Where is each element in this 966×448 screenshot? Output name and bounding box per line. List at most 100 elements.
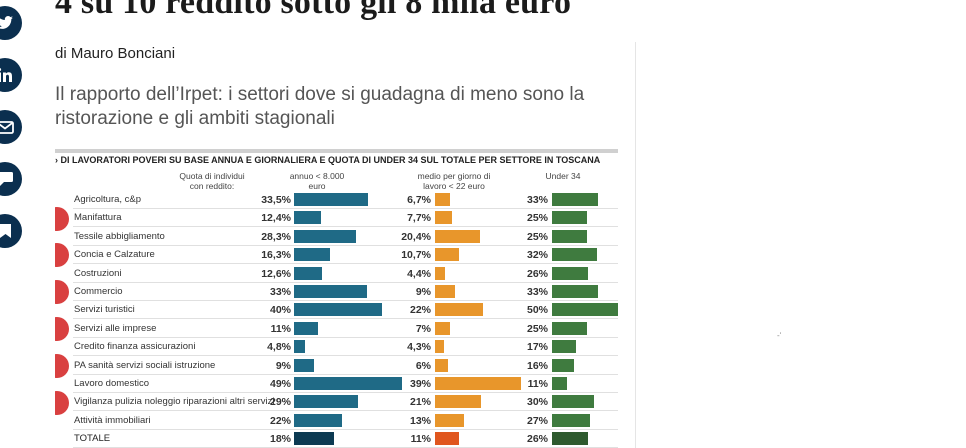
- under34-value-label: 25%: [526, 212, 548, 225]
- row-separator: [73, 226, 618, 228]
- daily-bar: [435, 340, 445, 354]
- under34-value-label: 26%: [526, 433, 548, 446]
- sector-icon-manifattura: [55, 207, 69, 231]
- table-total-row: TOTALE 18% 11% 26%: [55, 430, 618, 448]
- daily-value-label: 11%: [410, 433, 431, 446]
- twitter-share-button[interactable]: [0, 6, 22, 40]
- bookmark-icon: [0, 224, 11, 238]
- article-author[interactable]: di Mauro Bonciani: [55, 45, 176, 62]
- daily-value-label: 10,7%: [401, 249, 431, 262]
- under34-bar: [552, 285, 599, 298]
- daily-bar: [435, 377, 521, 390]
- article-subtitle: Il rapporto dell’Irpet: i settori dove s…: [55, 84, 585, 129]
- under34-bar: [552, 395, 594, 409]
- table-row: Agricoltura, c&p 33,5% 6,7% 33%: [55, 191, 618, 209]
- daily-bar: [435, 321, 451, 335]
- annual-bar: [294, 358, 314, 372]
- row-separator: [73, 300, 618, 301]
- daily-value-label: 4,4%: [407, 267, 431, 280]
- sector-label: Manifattura: [74, 212, 122, 224]
- sector-icon-pa-sanita: [55, 354, 69, 378]
- daily-value-label: 21%: [409, 396, 431, 409]
- daily-bar: [435, 211, 452, 225]
- daily-bar: [435, 266, 445, 280]
- annual-value-label: 49%: [269, 378, 291, 390]
- table-row: Lavoro domestico 49% 39% 11%: [55, 375, 618, 393]
- header-under34: Under 34: [545, 171, 581, 181]
- table-row: Servizi turistici 40% 22% 50%: [55, 301, 618, 320]
- sector-label: TOTALE: [74, 433, 111, 445]
- infographic-title: › DI LAVORATORI POVERI SU BASE ANNUA E G…: [55, 155, 601, 165]
- under34-bar: [552, 266, 589, 280]
- daily-value-label: 4,3%: [407, 341, 431, 354]
- under34-value-label: 33%: [526, 194, 548, 206]
- daily-value-label: 20,4%: [401, 230, 431, 243]
- annual-bar: [294, 432, 334, 446]
- sector-label: Attività immobiliari: [74, 414, 151, 426]
- under34-value-label: 11%: [527, 378, 548, 390]
- daily-value-label: 9%: [415, 286, 431, 298]
- sector-label: Servizi turistici: [74, 304, 135, 316]
- under34-value-label: 30%: [526, 396, 548, 409]
- annual-value-label: 4,8%: [267, 341, 291, 354]
- sector-icon-concia: [55, 243, 69, 267]
- annual-bar: [294, 340, 305, 354]
- table-row: Attività immobiliari 22% 13% 27%: [55, 412, 618, 430]
- sector-icon-vigilanza: [55, 391, 69, 415]
- comment-share-button[interactable]: [0, 162, 22, 196]
- daily-value-label: 7,7%: [407, 212, 431, 225]
- annual-value-label: 9%: [275, 359, 291, 372]
- row-separator: [73, 263, 618, 265]
- under34-bar: [552, 229, 587, 243]
- daily-bar: [435, 285, 455, 298]
- daily-value-label: 6%: [415, 359, 431, 372]
- under34-bar: [552, 432, 589, 446]
- daily-value-label: 6,7%: [407, 194, 431, 206]
- annual-value-label: 18%: [269, 433, 291, 446]
- daily-bar: [435, 193, 450, 206]
- linkedin-share-button[interactable]: [0, 58, 22, 92]
- table-row: PA sanità servizi sociali istruzione 9% 6%…: [55, 357, 618, 375]
- daily-bar: [435, 395, 482, 409]
- table-row: Commercio 33% 9% 33%: [55, 283, 618, 301]
- header-annual: annuo < 8.000 euro: [289, 171, 345, 191]
- annual-value-label: 16,3%: [261, 249, 291, 262]
- row-separator: [73, 244, 618, 246]
- daily-bar: [435, 413, 464, 427]
- under34-value-label: 50%: [526, 304, 548, 317]
- sector-label: Servizi alle imprese: [74, 322, 157, 334]
- row-separator: [73, 281, 618, 283]
- annual-bar: [294, 285, 367, 298]
- daily-value-label: 39%: [409, 378, 431, 390]
- table-row: Vigilanza pulizia noleggio riparazioni a…: [55, 393, 618, 412]
- under34-bar: [552, 413, 590, 427]
- sector-label: PA sanità servizi sociali istruzione: [74, 359, 216, 371]
- sector-label: Agricoltura, c&p: [74, 194, 142, 205]
- table-row: Servizi alle imprese 11% 7% 25%: [55, 320, 618, 338]
- infographic-top-rule: [55, 149, 618, 153]
- annual-value-label: 28,3%: [261, 230, 291, 243]
- table-row: Credito finanza assicurazioni 4,8% 4,3% 17%: [55, 338, 618, 357]
- under34-value-label: 16%: [526, 359, 548, 372]
- daily-bar: [435, 248, 459, 262]
- comment-icon: [0, 172, 13, 186]
- annual-value-label: 33%: [269, 286, 291, 298]
- row-separator: [73, 410, 618, 412]
- under34-value-label: 32%: [526, 249, 548, 262]
- annual-bar: [294, 229, 357, 243]
- bookmark-share-button[interactable]: [0, 214, 22, 248]
- annual-bar: [294, 266, 322, 280]
- annual-value-label: 29%: [269, 396, 291, 409]
- under34-bar: [552, 358, 575, 372]
- under34-bar: [552, 248, 597, 262]
- annual-value-label: 33,5%: [261, 194, 291, 206]
- annual-bar: [294, 248, 330, 262]
- under34-bar: [552, 321, 587, 335]
- under34-value-label: 25%: [526, 230, 548, 243]
- sector-label: Vigilanza pulizia noleggio riparazioni a…: [74, 396, 275, 408]
- table-row: Tessile abbigliamento 28,3% 20,4% 25%: [55, 228, 618, 246]
- under34-bar: [552, 340, 576, 354]
- email-share-button[interactable]: [0, 110, 22, 144]
- annual-bar: [294, 377, 402, 390]
- annual-bar: [294, 321, 319, 335]
